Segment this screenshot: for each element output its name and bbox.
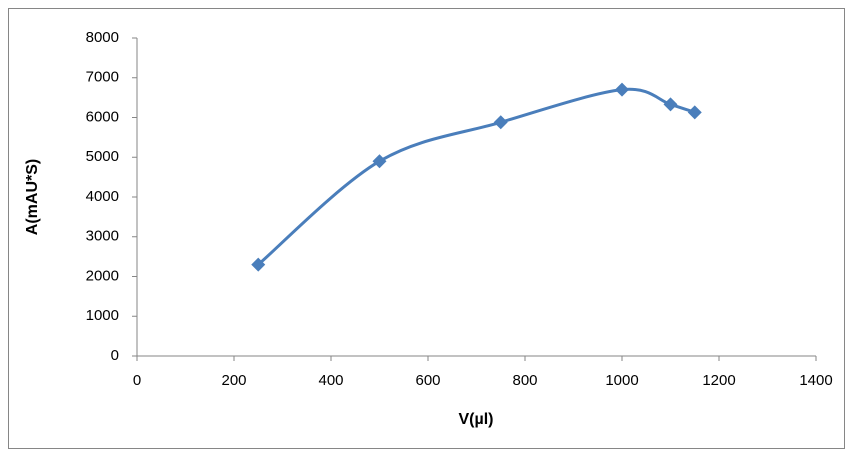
x-tick-label: 1400 xyxy=(799,372,832,389)
x-tick-label: 200 xyxy=(221,372,246,389)
marker xyxy=(663,97,678,112)
marker xyxy=(493,115,508,130)
y-tick-label: 3000 xyxy=(86,228,119,245)
x-tick-label: 0 xyxy=(133,372,141,389)
x-axis-title: V(µl) xyxy=(459,411,494,428)
marker xyxy=(615,82,629,97)
x-tick-label: 600 xyxy=(415,372,440,389)
x-tick-label: 800 xyxy=(512,372,537,389)
x-tick-label: 1000 xyxy=(605,372,638,389)
chart-border xyxy=(8,8,845,449)
y-tick-label: 6000 xyxy=(86,108,119,125)
y-tick-label: 8000 xyxy=(86,29,119,46)
y-tick-label: 2000 xyxy=(86,267,119,284)
y-axis-title: A(mAU*S) xyxy=(24,159,41,235)
marker xyxy=(251,257,266,272)
y-tick-label: 4000 xyxy=(86,188,119,205)
x-tick-label: 400 xyxy=(318,372,343,389)
marker xyxy=(372,154,387,169)
marker xyxy=(687,105,702,120)
y-tick-label: 7000 xyxy=(86,69,119,86)
y-tick-label: 0 xyxy=(111,347,119,364)
y-tick-label: 5000 xyxy=(86,148,119,165)
y-tick-label: 1000 xyxy=(86,307,119,324)
x-tick-label: 1200 xyxy=(702,372,735,389)
